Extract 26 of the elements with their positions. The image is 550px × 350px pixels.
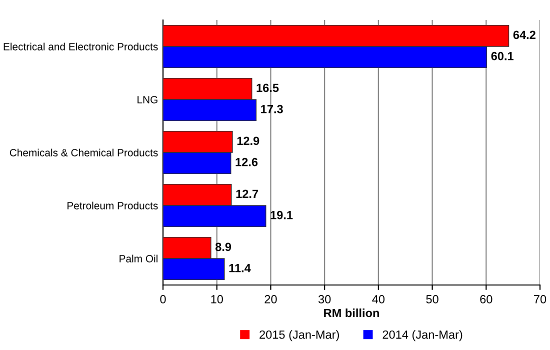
x-tick-label: 70 <box>534 295 546 304</box>
y-tick-label: Chemicals & Chemical Products <box>10 148 158 156</box>
x-tick-label: 40 <box>372 295 385 304</box>
x-tick-label: 0 <box>160 295 166 304</box>
data-label: 12.7 <box>236 190 258 198</box>
data-label: 11.4 <box>229 264 251 272</box>
legend-label: 2015 (Jan-Mar) <box>260 330 339 342</box>
x-axis-title: RM billion <box>324 308 379 318</box>
x-tick-label: 10 <box>211 295 223 304</box>
data-label: 12.6 <box>236 158 258 166</box>
data-label: 17.3 <box>261 104 283 114</box>
data-label: 16.5 <box>256 84 279 92</box>
x-tick-label: 30 <box>318 295 331 304</box>
data-label: 64.2 <box>513 30 536 40</box>
data-label: 8.9 <box>215 242 232 252</box>
data-label: 12.9 <box>237 136 260 146</box>
y-tick-label: Electrical and Electronic Products <box>4 42 158 50</box>
data-label: 60.1 <box>491 52 514 60</box>
y-tick-label: Palm Oil <box>120 254 158 262</box>
y-tick-label: LNG <box>138 96 158 104</box>
y-tick-label: Petroleum Products <box>68 202 158 210</box>
data-label: 19.1 <box>270 210 293 220</box>
x-tick-label: 60 <box>480 295 492 304</box>
legend-label: 2014 (Jan-Mar) <box>382 330 462 342</box>
x-tick-label: 50 <box>426 295 438 304</box>
x-tick-label: 20 <box>264 295 277 304</box>
